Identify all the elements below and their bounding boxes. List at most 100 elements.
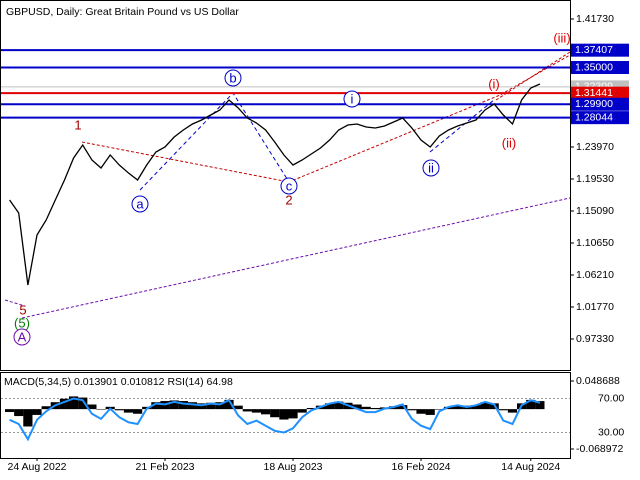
wave-label: b xyxy=(229,70,236,85)
macd-bar xyxy=(14,409,24,417)
macd-bar xyxy=(270,409,280,418)
macd-bar xyxy=(279,409,289,420)
level-label-box xyxy=(571,111,629,125)
macd-bar xyxy=(215,402,225,410)
x-tick-label: 21 Feb 2023 xyxy=(136,461,195,473)
macd-bar xyxy=(178,401,188,410)
x-tick-label: 18 Aug 2023 xyxy=(264,461,323,473)
macd-bar xyxy=(416,409,426,414)
wave-label: A xyxy=(18,329,27,344)
wave-label: ii xyxy=(428,160,434,175)
wave-line xyxy=(81,51,571,183)
macd-bar xyxy=(187,402,198,410)
macd-bar xyxy=(32,409,42,415)
macd-bar xyxy=(242,409,252,412)
y-tick-label: 1.10650 xyxy=(576,237,614,249)
macd-bar xyxy=(114,409,124,411)
macd-bar xyxy=(325,403,335,410)
macd-bar xyxy=(41,406,51,410)
y-tick-label: -0.068972 xyxy=(576,443,623,455)
macd-bar xyxy=(87,404,97,410)
x-tick-label: 16 Feb 2024 xyxy=(392,461,451,473)
macd-bar xyxy=(507,409,518,413)
wave-circle xyxy=(343,90,361,108)
price-line xyxy=(9,397,541,442)
level-label: 1.28044 xyxy=(575,111,613,123)
macd-bar xyxy=(224,399,234,410)
macd-bar xyxy=(133,409,143,414)
wave-label: 2 xyxy=(285,192,292,207)
macd-bar xyxy=(334,401,344,410)
macd-bar xyxy=(425,409,435,415)
macd-bar xyxy=(59,398,70,410)
chart-title: GBPUSD, Daily: Great Britain Pound vs US… xyxy=(6,6,239,18)
level-label-box xyxy=(571,43,629,57)
macd-bar xyxy=(288,409,298,419)
wave-label: (iii) xyxy=(553,30,570,45)
indicator-title: MACD(5,34,5) 0.013901 0.010812 RSI(14) 6… xyxy=(4,376,233,388)
y-tick-label: 1.19530 xyxy=(576,173,614,185)
wave-circle xyxy=(422,159,440,177)
macd-bar xyxy=(434,409,444,410)
level-label-box xyxy=(571,97,629,111)
macd-bar xyxy=(69,396,79,410)
macd-bar xyxy=(480,402,490,410)
wave-label: (i) xyxy=(488,76,500,91)
macd-bar xyxy=(23,409,33,427)
level-label: 1.29900 xyxy=(575,98,613,110)
macd-bar xyxy=(297,409,307,413)
y2-tick-label: 30.00 xyxy=(598,426,624,438)
wave-label: (ii) xyxy=(502,135,516,150)
y-tick-label: 1.06210 xyxy=(576,269,614,281)
wave-circle xyxy=(131,195,149,213)
macd-bar xyxy=(169,400,179,410)
macd-bar xyxy=(5,409,15,413)
macd-bar xyxy=(96,409,106,410)
level-label: 1.31441 xyxy=(575,87,613,99)
macd-bar xyxy=(398,405,408,410)
macd-bar xyxy=(233,405,243,410)
macd-bar xyxy=(370,407,380,410)
wave-circle xyxy=(13,328,31,346)
macd-bar xyxy=(123,409,134,413)
y-tick-label: 1.41730 xyxy=(576,13,614,25)
macd-bar xyxy=(206,402,216,410)
x-tick-label: 24 Aug 2022 xyxy=(8,461,67,473)
y-tick-label: 0.97330 xyxy=(576,333,614,345)
macd-bar xyxy=(78,397,88,410)
y-tick-label: 0.048688 xyxy=(576,375,620,387)
wave-label: i xyxy=(351,91,354,106)
macd-bar xyxy=(498,409,508,411)
macd-bar xyxy=(261,409,271,415)
wave-line xyxy=(4,197,571,319)
level-label-box xyxy=(571,86,629,100)
macd-bar xyxy=(526,399,536,410)
y-tick-label: 1.01770 xyxy=(576,301,614,313)
wave-circle xyxy=(280,177,298,195)
wave-label: 5 xyxy=(19,302,26,317)
price-line xyxy=(9,83,541,286)
wave-circle xyxy=(224,69,242,87)
macd-bar xyxy=(306,407,316,410)
macd-bar xyxy=(535,401,545,410)
macd-bar xyxy=(471,405,481,410)
y-tick-label: 1.15090 xyxy=(576,205,614,217)
macd-bar xyxy=(151,402,161,410)
macd-bar xyxy=(453,405,463,410)
macd-bar xyxy=(251,409,262,413)
level-label: 1.35000 xyxy=(575,61,613,73)
x-tick-label: 14 Aug 2024 xyxy=(501,461,560,473)
macd-bar xyxy=(361,406,371,410)
wave-label: c xyxy=(286,178,293,193)
wave-label: (5) xyxy=(14,315,30,330)
macd-bar xyxy=(352,404,362,410)
wave-label: 1 xyxy=(74,117,81,132)
y-tick-label: 1.23970 xyxy=(576,141,614,153)
wave-label: a xyxy=(136,196,144,211)
level-label: 1.37407 xyxy=(575,44,613,56)
y2-tick-label: 70.00 xyxy=(598,392,624,404)
level-label-box xyxy=(571,61,629,75)
macd-bar xyxy=(407,409,417,411)
